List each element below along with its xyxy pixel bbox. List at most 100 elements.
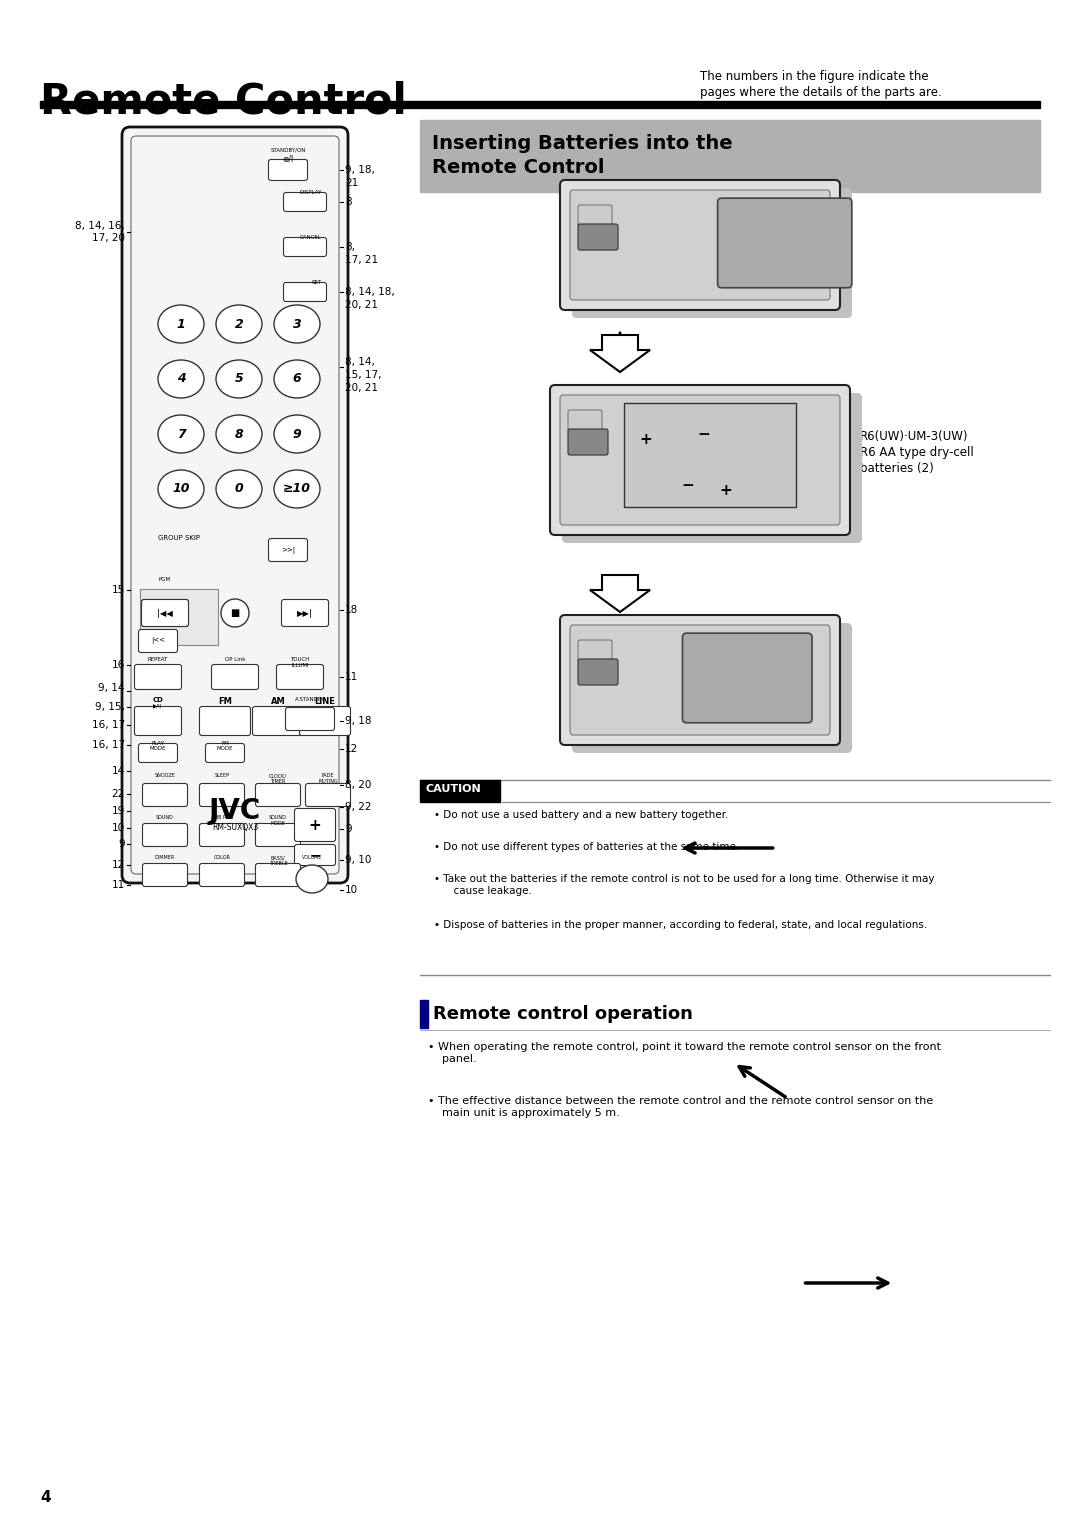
Text: SOUND: SOUND bbox=[157, 814, 174, 821]
Text: DIMMER: DIMMER bbox=[154, 856, 175, 860]
FancyBboxPatch shape bbox=[200, 706, 251, 735]
Text: 9, 18: 9, 18 bbox=[345, 717, 372, 726]
Text: 19: 19 bbox=[111, 805, 125, 816]
Text: +: + bbox=[309, 817, 322, 833]
Ellipse shape bbox=[158, 361, 204, 397]
FancyBboxPatch shape bbox=[283, 193, 326, 211]
Ellipse shape bbox=[274, 416, 320, 452]
Text: • Dispose of batteries in the proper manner, according to federal, state, and lo: • Dispose of batteries in the proper man… bbox=[434, 920, 928, 931]
FancyBboxPatch shape bbox=[578, 659, 618, 685]
Text: Remote Control: Remote Control bbox=[432, 157, 605, 177]
FancyBboxPatch shape bbox=[561, 396, 840, 526]
Text: ⊗/I: ⊗/I bbox=[282, 154, 294, 163]
Text: 12: 12 bbox=[345, 744, 359, 753]
Text: 7: 7 bbox=[177, 428, 186, 440]
Text: 8,: 8, bbox=[345, 241, 355, 252]
FancyBboxPatch shape bbox=[276, 665, 324, 689]
FancyBboxPatch shape bbox=[578, 205, 612, 228]
Text: MODE: MODE bbox=[217, 746, 233, 750]
Bar bbox=[420, 779, 500, 802]
Bar bbox=[420, 121, 1040, 193]
Text: AM: AM bbox=[271, 697, 285, 706]
FancyBboxPatch shape bbox=[561, 180, 840, 310]
FancyBboxPatch shape bbox=[295, 845, 336, 865]
Text: DISPLAY: DISPLAY bbox=[299, 189, 322, 196]
Text: 17, 21: 17, 21 bbox=[345, 255, 378, 264]
FancyBboxPatch shape bbox=[143, 784, 188, 807]
Text: 20, 21: 20, 21 bbox=[345, 299, 378, 310]
Text: 10: 10 bbox=[112, 824, 125, 833]
Text: 15: 15 bbox=[111, 585, 125, 594]
Text: 8, 14, 16,
17, 20: 8, 14, 16, 17, 20 bbox=[76, 222, 125, 243]
FancyBboxPatch shape bbox=[285, 707, 335, 730]
Text: ■: ■ bbox=[230, 608, 240, 617]
Text: LINE: LINE bbox=[314, 697, 336, 706]
FancyBboxPatch shape bbox=[269, 538, 308, 561]
Text: 9: 9 bbox=[119, 839, 125, 850]
Text: FM: FM bbox=[221, 741, 229, 746]
FancyBboxPatch shape bbox=[141, 599, 189, 626]
Text: FM: FM bbox=[218, 697, 232, 706]
FancyBboxPatch shape bbox=[572, 188, 852, 318]
Text: 10: 10 bbox=[345, 885, 359, 895]
Text: • The effective distance between the remote control and the remote control senso: • The effective distance between the rem… bbox=[428, 1096, 933, 1117]
Text: >>|: >>| bbox=[281, 547, 295, 553]
Text: 0: 0 bbox=[234, 483, 243, 495]
Text: • When operating the remote control, point it toward the remote control sensor o: • When operating the remote control, poi… bbox=[428, 1042, 941, 1063]
FancyBboxPatch shape bbox=[138, 744, 177, 762]
Text: SOUND
MODE: SOUND MODE bbox=[269, 814, 287, 825]
Text: 9: 9 bbox=[293, 428, 301, 440]
Text: GROUP SKIP: GROUP SKIP bbox=[158, 535, 200, 541]
Bar bbox=[420, 999, 428, 1028]
Text: TOUCH: TOUCH bbox=[291, 657, 310, 662]
Text: 15, 17,: 15, 17, bbox=[345, 370, 381, 380]
Text: PGM: PGM bbox=[159, 578, 171, 582]
Text: −: − bbox=[698, 428, 711, 442]
Text: 9, 22: 9, 22 bbox=[345, 802, 372, 811]
Text: 16: 16 bbox=[111, 660, 125, 669]
FancyBboxPatch shape bbox=[568, 410, 602, 432]
Text: 9, 15,: 9, 15, bbox=[95, 701, 125, 712]
Text: 21: 21 bbox=[345, 177, 359, 188]
Text: A.STANDBY: A.STANDBY bbox=[295, 697, 325, 701]
FancyBboxPatch shape bbox=[122, 127, 348, 883]
Text: 20, 21: 20, 21 bbox=[345, 384, 378, 393]
Text: 9, 18,: 9, 18, bbox=[345, 165, 375, 176]
Ellipse shape bbox=[216, 471, 262, 507]
FancyBboxPatch shape bbox=[578, 225, 618, 251]
Text: 10: 10 bbox=[172, 483, 190, 495]
FancyBboxPatch shape bbox=[550, 385, 850, 535]
FancyBboxPatch shape bbox=[212, 665, 258, 689]
Text: 4: 4 bbox=[177, 373, 186, 385]
FancyBboxPatch shape bbox=[200, 863, 244, 886]
Text: 9, 10: 9, 10 bbox=[345, 856, 372, 865]
Ellipse shape bbox=[158, 416, 204, 452]
FancyBboxPatch shape bbox=[283, 237, 326, 257]
FancyBboxPatch shape bbox=[578, 640, 612, 662]
FancyBboxPatch shape bbox=[306, 784, 351, 807]
Text: 18: 18 bbox=[345, 605, 359, 614]
Ellipse shape bbox=[216, 416, 262, 452]
Text: Remote Control: Remote Control bbox=[40, 79, 407, 122]
FancyBboxPatch shape bbox=[135, 665, 181, 689]
FancyBboxPatch shape bbox=[683, 633, 812, 723]
Text: 2: 2 bbox=[234, 318, 243, 330]
Text: JVC: JVC bbox=[208, 798, 261, 825]
Text: 14: 14 bbox=[111, 766, 125, 776]
Text: ▶▶|: ▶▶| bbox=[297, 608, 313, 617]
Text: R6(UW)·UM-3(UW): R6(UW)·UM-3(UW) bbox=[860, 429, 969, 443]
Text: The numbers in the figure indicate the: The numbers in the figure indicate the bbox=[700, 70, 929, 83]
Ellipse shape bbox=[274, 361, 320, 397]
Text: −: − bbox=[681, 478, 694, 492]
Text: 8, 20: 8, 20 bbox=[345, 779, 372, 790]
Text: COLOR: COLOR bbox=[214, 856, 230, 860]
Text: VOLUME: VOLUME bbox=[301, 856, 322, 860]
Text: 8: 8 bbox=[345, 197, 352, 206]
Text: +: + bbox=[719, 483, 732, 498]
Ellipse shape bbox=[216, 306, 262, 342]
FancyBboxPatch shape bbox=[205, 744, 244, 762]
Text: ILLUMI: ILLUMI bbox=[292, 663, 309, 668]
Text: 8, 14, 18,: 8, 14, 18, bbox=[345, 287, 395, 296]
Ellipse shape bbox=[216, 361, 262, 397]
Text: −: − bbox=[309, 848, 321, 862]
